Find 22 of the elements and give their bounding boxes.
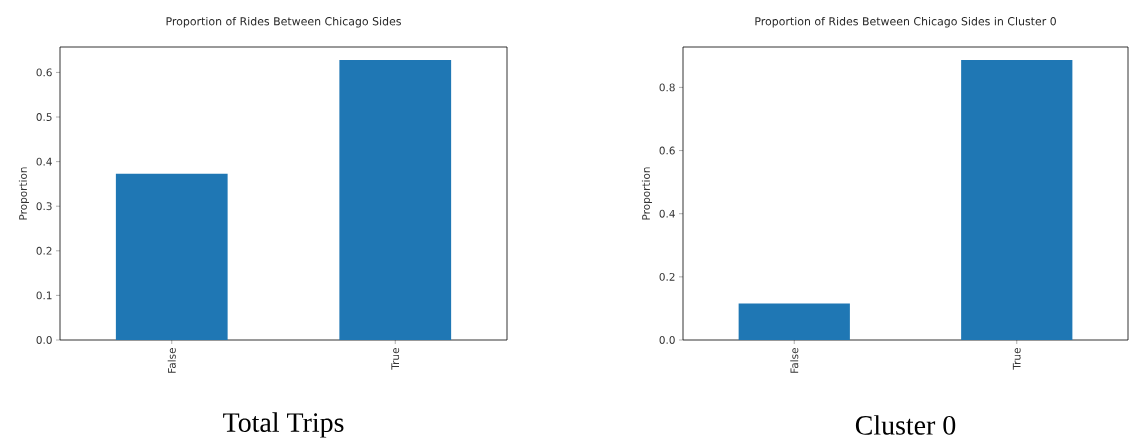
y-axis-title: Proportion: [18, 167, 29, 220]
y-tick-label: 0.6: [659, 146, 675, 155]
x-tick-label: False: [790, 348, 799, 373]
y-tick-label: 0.2: [36, 246, 52, 255]
y-tick-label: 0.2: [659, 272, 675, 281]
y-tick-label: 0.8: [659, 83, 675, 92]
y-tick-label: 0.1: [36, 291, 52, 300]
y-tick-label: 0.0: [659, 336, 675, 344]
x-tick-label: True: [391, 348, 400, 370]
text: Cluster 0: [855, 415, 956, 435]
y-axis-title: Proportion: [641, 167, 653, 220]
text: Total Trips: [223, 412, 344, 438]
y-tick-label: 0.0: [36, 336, 52, 344]
chart-title: Proportion of Rides Between Chicago Sides in Cluster 0: [755, 16, 1056, 28]
y-tick-label: 0.6: [36, 68, 52, 77]
y-tick-label: 0.4: [36, 157, 52, 166]
x-tick-label: True: [1012, 348, 1021, 370]
y-tick-label: 0.3: [36, 202, 52, 211]
y-tick-label: 0.5: [36, 113, 52, 121]
chart-title: Proportion of Rides Between Chicago Sides: [166, 16, 401, 28]
x-tick-label: False: [167, 348, 176, 373]
y-tick-label: 0.4: [659, 209, 675, 218]
